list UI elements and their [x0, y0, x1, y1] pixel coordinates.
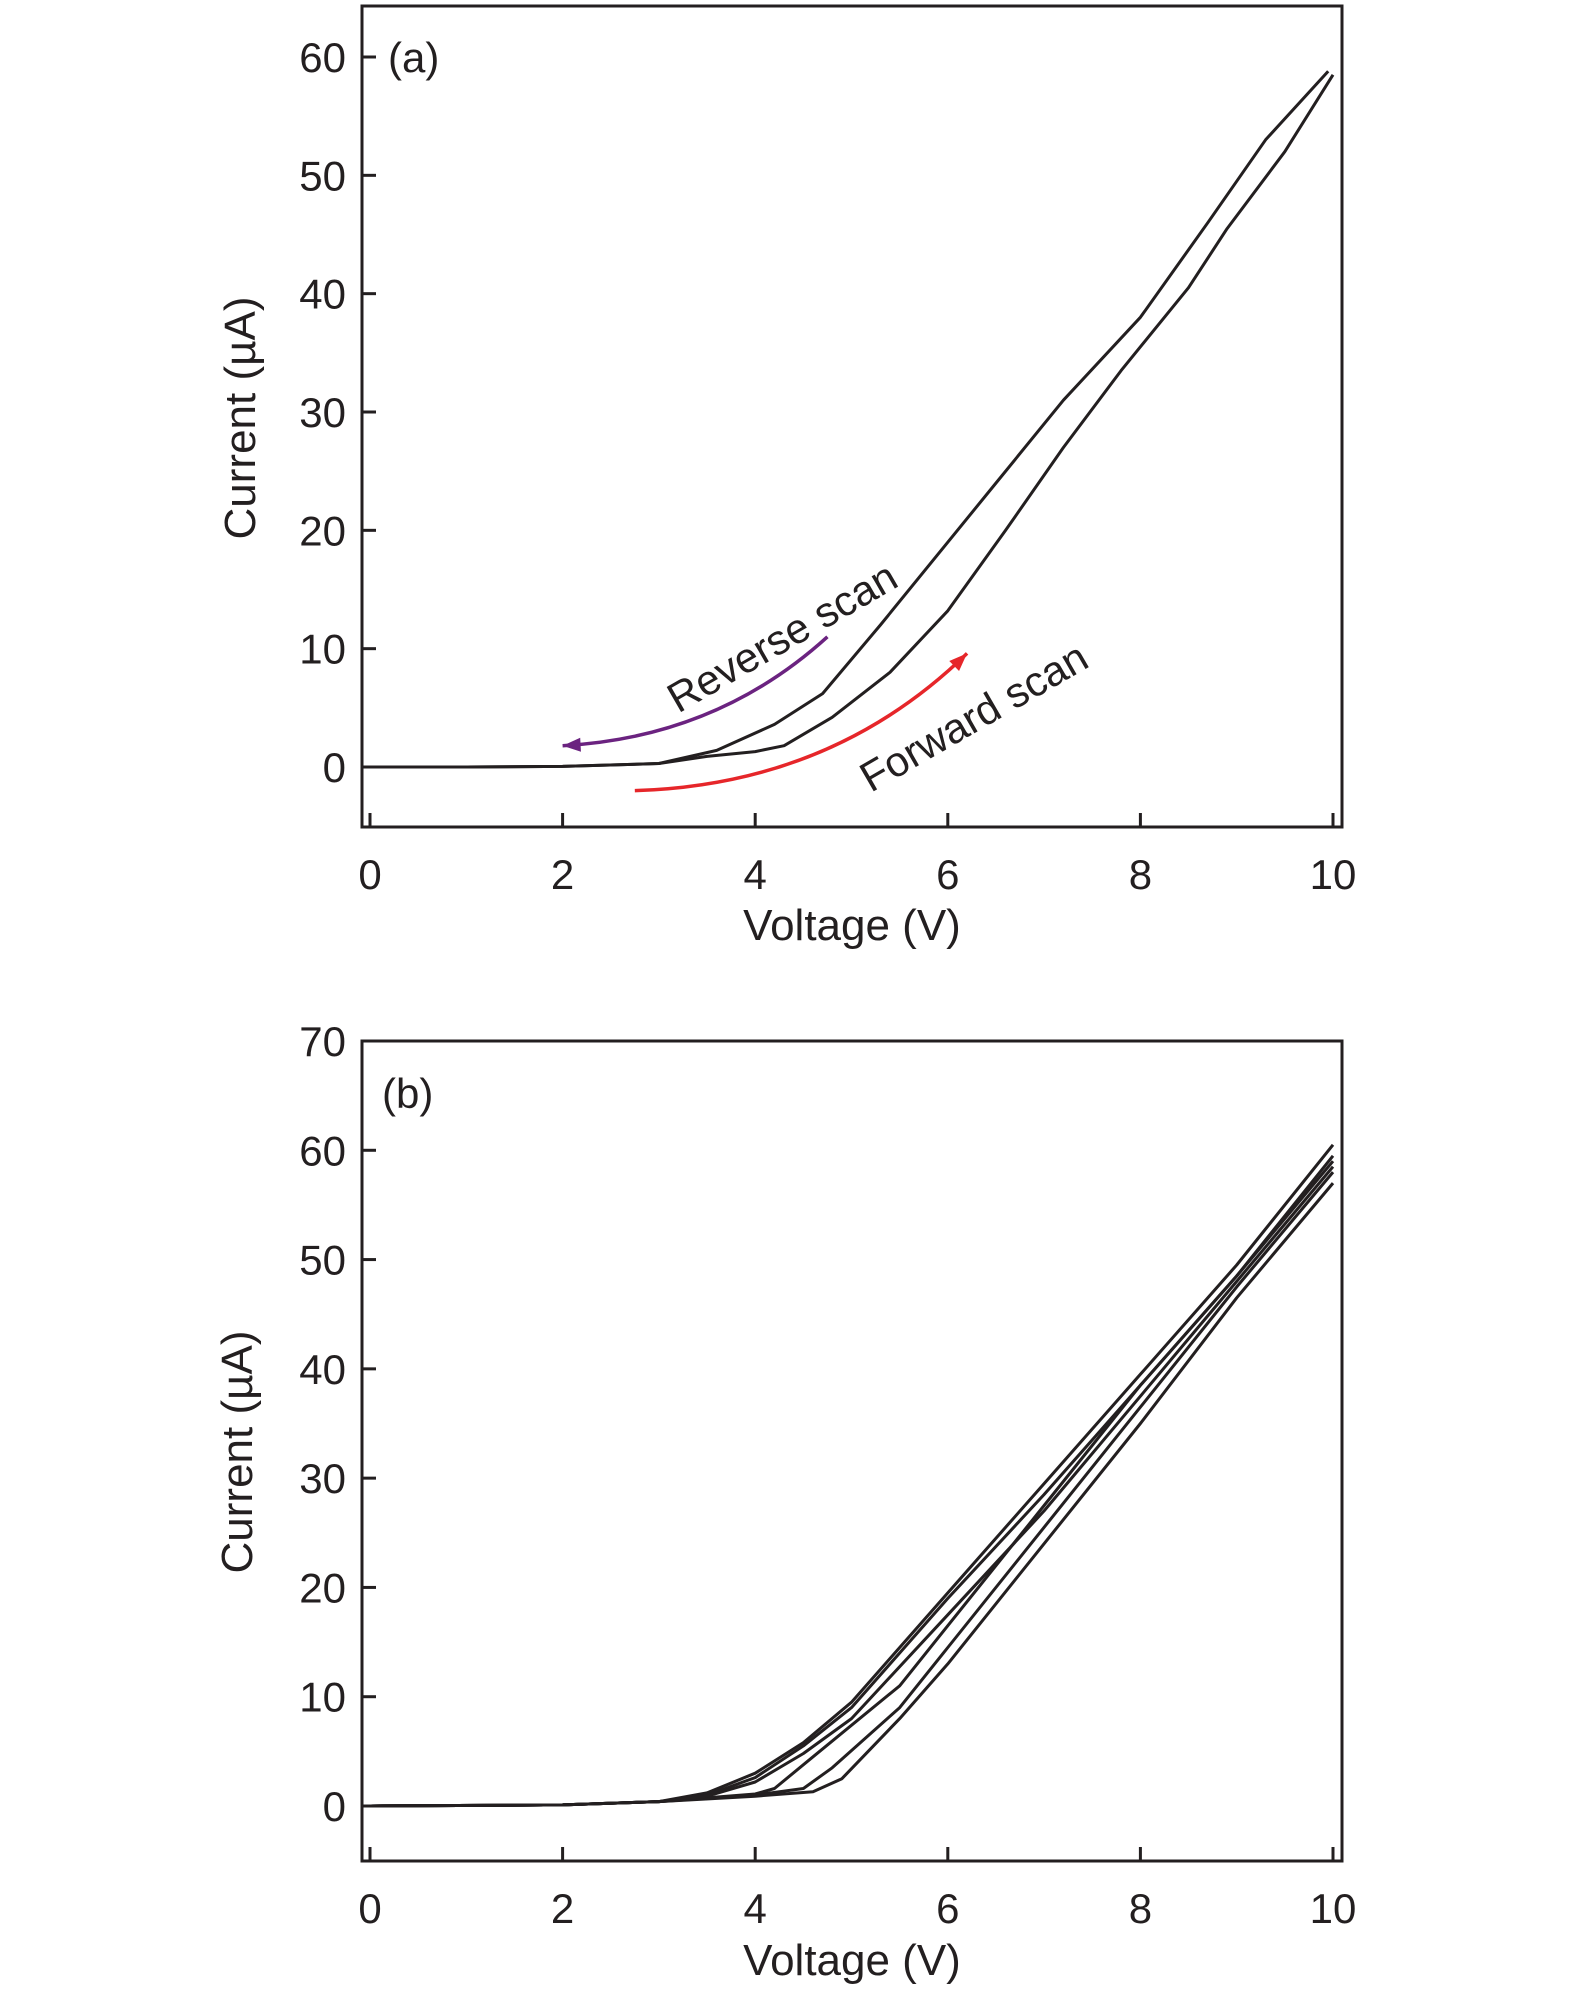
y-tick-label: 50	[299, 152, 346, 199]
annotation-arrow	[562, 635, 829, 748]
annotation-arrow	[634, 652, 969, 793]
y-tick-label: 20	[299, 507, 346, 554]
y-axis-title-b: Current (µA)	[213, 1331, 262, 1574]
panel-label-b: (b)	[382, 1070, 433, 1117]
y-tick-label: 50	[299, 1237, 346, 1284]
y-tick-label: 10	[299, 626, 346, 673]
x-tick-label: 4	[744, 851, 767, 898]
y-tick-label: 40	[299, 271, 346, 318]
y-tick-label: 70	[299, 1018, 346, 1065]
series-line-reverse-scan	[370, 70, 1330, 769]
arrowhead-icon	[562, 737, 581, 752]
plot-frame	[360, 1039, 1344, 1863]
y-tick-label: 0	[323, 744, 346, 791]
y-tick-label: 40	[299, 1346, 346, 1393]
x-tick-label: 8	[1129, 851, 1152, 898]
y-tick-label: 30	[299, 389, 346, 436]
y-tick-label: 0	[323, 1783, 346, 1830]
plot-frame	[360, 4, 1344, 829]
x-tick-label: 6	[936, 851, 959, 898]
series-line-cycle-2-reverse	[369, 1154, 1335, 1808]
series-line-forward-scan	[370, 74, 1335, 769]
x-axis-title-b: Voltage (V)	[743, 1936, 961, 1985]
series-line-cycle-1-forward	[369, 1182, 1335, 1808]
panel-label-a: (a)	[388, 34, 439, 81]
y-tick-label: 30	[299, 1455, 346, 1502]
x-axis-title-a: Voltage (V)	[743, 901, 961, 950]
x-tick-label: 4	[744, 1885, 767, 1932]
x-tick-label: 10	[1310, 1885, 1357, 1932]
x-tick-label: 0	[358, 1885, 381, 1932]
x-tick-label: 2	[551, 1885, 574, 1932]
y-tick-label: 20	[299, 1564, 346, 1611]
y-tick-label: 60	[299, 34, 346, 81]
annotation-label: Reverse scan	[659, 552, 905, 721]
x-tick-label: 0	[358, 851, 381, 898]
x-tick-label: 10	[1310, 851, 1357, 898]
y-axis-title-a: Current (µA)	[216, 297, 265, 540]
arrowhead-icon	[949, 653, 968, 671]
y-tick-label: 10	[299, 1674, 346, 1721]
y-tick-label: 60	[299, 1127, 346, 1174]
series-line-cycle-3-reverse	[369, 1165, 1335, 1808]
x-tick-label: 2	[551, 851, 574, 898]
series-line-cycle-2-forward	[369, 1171, 1335, 1808]
x-tick-label: 6	[936, 1885, 959, 1932]
x-tick-label: 8	[1129, 1885, 1152, 1932]
panel-b: (b) Voltage (V) Current (µA) 0 2 4 6 8 10 0 10 2…	[213, 1018, 1356, 1985]
panel-a: (a) Voltage (V) Current (µA) 0 2 4 6 8 10 0 10 2…	[216, 4, 1357, 950]
